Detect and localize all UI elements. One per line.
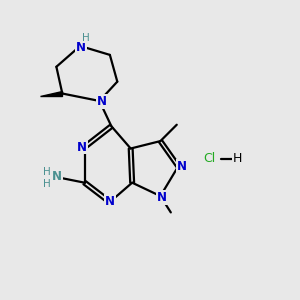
Text: N: N [77, 140, 87, 154]
Text: Cl: Cl [203, 152, 216, 165]
Polygon shape [40, 91, 62, 97]
Text: H: H [82, 33, 89, 43]
Text: N: N [177, 160, 187, 173]
Text: H: H [43, 178, 51, 189]
Text: H: H [233, 152, 242, 165]
Text: N: N [105, 195, 115, 208]
Text: N: N [52, 170, 62, 183]
Text: N: N [157, 191, 167, 204]
Text: N: N [76, 41, 86, 54]
Text: N: N [97, 95, 107, 108]
Text: H: H [43, 167, 51, 177]
